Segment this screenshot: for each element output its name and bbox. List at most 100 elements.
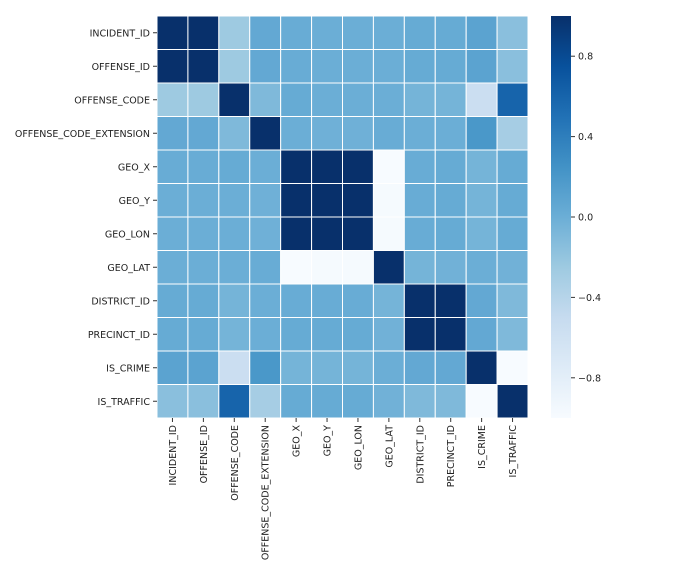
heatmap-cell <box>280 216 313 251</box>
heatmap-cell <box>311 183 344 218</box>
heatmap-cell <box>249 15 282 50</box>
heatmap-cell <box>342 15 374 50</box>
heatmap-cell <box>496 384 529 419</box>
heatmap-cell <box>187 283 220 318</box>
heatmap-cell <box>156 283 189 318</box>
heatmap-cell <box>311 216 344 251</box>
heatmap-cell <box>372 49 405 84</box>
heatmap-cell <box>465 317 498 352</box>
heatmap-cell <box>465 384 498 419</box>
heatmap-cell <box>372 250 405 285</box>
heatmap-cell <box>496 317 529 352</box>
colorbar <box>551 16 571 418</box>
heatmap-cell <box>311 149 344 184</box>
heatmap-cell <box>280 15 313 50</box>
x-tick-label: PRECINCT_ID <box>446 425 457 487</box>
heatmap-cell <box>249 384 282 419</box>
heatmap-cell <box>249 82 282 117</box>
x-tick-label: DISTRICT_ID <box>415 425 426 484</box>
x-tick-label: GEO_LAT <box>384 425 395 468</box>
heatmap-cell <box>403 149 436 184</box>
heatmap-cell <box>372 317 405 352</box>
heatmap-cell <box>218 183 251 218</box>
heatmap-cell <box>496 283 529 318</box>
heatmap-cell <box>187 49 220 84</box>
heatmap-cell <box>187 116 220 151</box>
heatmap-cell <box>434 384 467 419</box>
heatmap-cell <box>434 317 467 352</box>
heatmap-cell <box>311 82 344 117</box>
heatmap-cell <box>496 149 529 184</box>
heatmap-cell <box>156 216 189 251</box>
heatmap-cell <box>403 317 436 352</box>
heatmap-cell <box>465 183 498 218</box>
heatmap-cell <box>156 384 189 419</box>
heatmap-cell <box>496 49 529 84</box>
heatmap-cell <box>372 216 405 251</box>
x-tick-label: GEO_X <box>292 425 303 458</box>
heatmap-cell <box>434 250 467 285</box>
heatmap-cell <box>280 183 313 218</box>
heatmap-cell <box>434 283 467 318</box>
y-tick-label: GEO_LON <box>105 229 150 240</box>
heatmap-cell <box>156 250 189 285</box>
heatmap-cell <box>249 49 282 84</box>
heatmap-cell <box>280 384 313 419</box>
heatmap-cell <box>496 116 529 151</box>
x-tick-label: IS_TRAFFIC <box>508 425 519 478</box>
heatmap-cell <box>187 250 220 285</box>
heatmap-cell <box>280 317 313 352</box>
heatmap-cell <box>218 384 251 419</box>
colorbar-tick-label: 0.8 <box>578 52 593 63</box>
x-tick-label: OFFENSE_CODE <box>230 425 241 501</box>
heatmap-cell <box>403 116 436 151</box>
heatmap-cell <box>218 317 251 352</box>
heatmap-cell <box>156 183 189 218</box>
heatmap-cell <box>496 183 529 218</box>
heatmap-cell <box>465 82 498 117</box>
heatmap-cell <box>249 183 282 218</box>
heatmap-cell <box>372 350 405 385</box>
y-tick-label: GEO_X <box>118 162 151 173</box>
heatmap-cell <box>311 283 344 318</box>
heatmap-cell <box>372 116 405 151</box>
heatmap-cell <box>403 283 436 318</box>
heatmap-cell <box>187 350 220 385</box>
y-tick-label: IS_TRAFFIC <box>98 397 151 408</box>
heatmap-cell <box>372 384 405 419</box>
heatmap-cell <box>342 49 374 84</box>
heatmap-cell <box>218 82 251 117</box>
heatmap-cell <box>249 216 282 251</box>
heatmap-cell <box>218 15 251 50</box>
heatmap-cell <box>311 116 344 151</box>
x-tick-label: IS_CRIME <box>477 425 488 469</box>
heatmap-cell <box>372 82 405 117</box>
heatmap-cell <box>434 49 467 84</box>
heatmap-cell <box>465 350 498 385</box>
heatmap-cell <box>342 149 374 184</box>
heatmap-cell <box>403 216 436 251</box>
heatmap-cell <box>465 283 498 318</box>
heatmap-cell <box>249 250 282 285</box>
heatmap-cell <box>311 49 344 84</box>
heatmap-cell <box>342 216 374 251</box>
heatmap-cell <box>187 216 220 251</box>
heatmap-cell <box>218 283 251 318</box>
heatmap-cell <box>342 183 374 218</box>
heatmap-cell <box>187 82 220 117</box>
heatmap-cell <box>434 149 467 184</box>
colorbar-tick-label: −0.4 <box>578 293 601 304</box>
heatmap-cell <box>372 283 405 318</box>
heatmap-cell <box>218 49 251 84</box>
heatmap-cell <box>280 149 313 184</box>
x-tick-label: GEO_LON <box>353 425 364 470</box>
x-tick-label: GEO_Y <box>323 425 334 457</box>
heatmap-cell <box>342 317 374 352</box>
heatmap-cell <box>342 116 374 151</box>
y-tick-label: PRECINCT_ID <box>88 330 150 341</box>
colorbar-tick-label: 0.4 <box>578 132 593 143</box>
heatmap-cell <box>280 49 313 84</box>
heatmap-cell <box>156 15 189 50</box>
colorbar-tick-label: −0.8 <box>578 373 601 384</box>
